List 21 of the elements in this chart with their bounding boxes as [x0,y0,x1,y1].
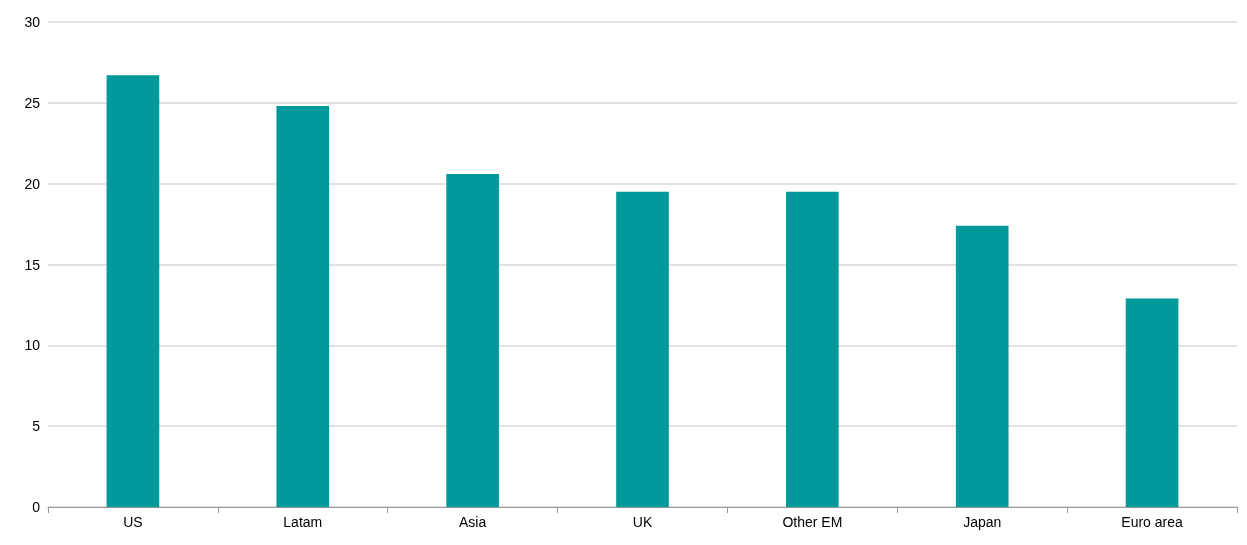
y-tick-label: 30 [24,14,41,30]
y-tick-label: 0 [32,499,41,515]
y-tick-label: 20 [24,175,41,192]
bar [106,75,160,507]
bar [955,225,1009,507]
x-tick-label: Euro area [1121,514,1184,530]
bar [446,173,499,507]
x-tick-label: US [123,514,143,530]
bar [276,106,330,507]
x-tick-label: Other EM [782,514,843,530]
x-tick-label: UK [632,514,653,530]
y-tick-label: 15 [24,256,41,273]
x-tick-label: Asia [459,514,487,530]
bar [1125,298,1179,507]
bar [786,191,839,507]
bar [616,191,669,507]
y-tick-label: 25 [24,94,41,111]
y-tick-label: 10 [24,337,41,354]
x-tick-label: Latam [283,514,323,530]
y-tick-label: 5 [32,418,41,435]
x-tick-label: Japan [963,514,1002,530]
